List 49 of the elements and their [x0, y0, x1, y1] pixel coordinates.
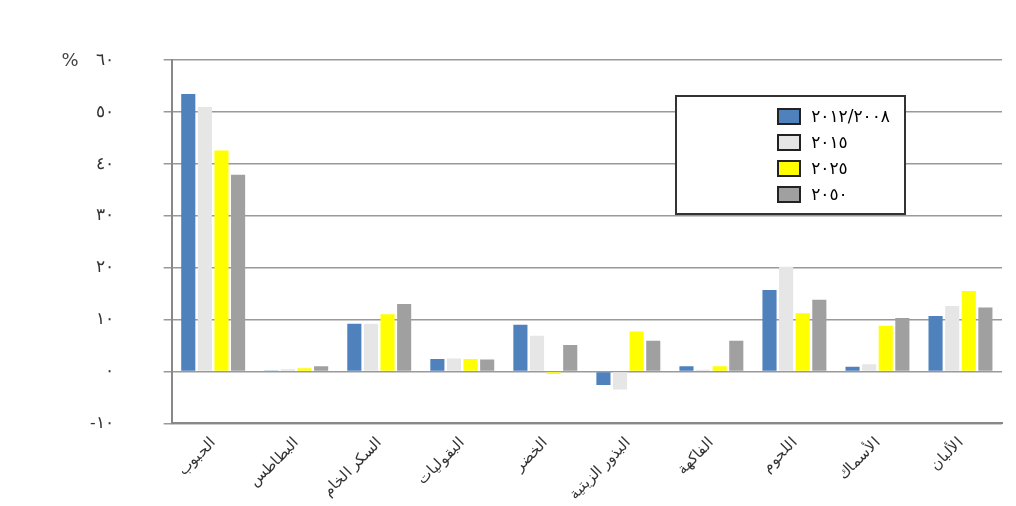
y-axis-title: % [61, 49, 79, 71]
bar [347, 323, 362, 371]
x-tick-label: الخضر [509, 433, 552, 476]
bar [878, 325, 893, 371]
bar [380, 314, 395, 371]
x-tick-label: البطاطس [245, 433, 302, 491]
bar [679, 366, 694, 371]
bar [596, 372, 611, 385]
x-tick-label: الأسماك [833, 433, 883, 483]
x-tick-label: البذور الزيتية [565, 433, 635, 503]
bar [862, 364, 877, 371]
bar [795, 313, 810, 371]
bar [181, 93, 196, 371]
bar [961, 291, 976, 371]
y-tick-label: -١٠ [89, 412, 114, 432]
legend-label: ٢٠٢٥ [811, 158, 848, 178]
x-tick-label: السكر الخام [319, 433, 385, 500]
bar [629, 331, 644, 371]
bar [197, 106, 212, 371]
bar [363, 323, 378, 371]
x-tick-label: الألبان [925, 433, 966, 474]
bar [529, 335, 545, 371]
y-tick-label: ١٠ [95, 309, 114, 329]
bar [928, 315, 943, 371]
bar [463, 358, 478, 371]
legend-label: ٢٠٥٠ [811, 184, 848, 204]
bar [446, 358, 462, 371]
y-tick-label: ٤٠ [95, 153, 114, 173]
legend-label: ٢٠١٢/٢٠٠٨ [811, 106, 890, 126]
y-tick-label: ٣٠ [95, 205, 114, 225]
x-tick-label: البقوليات [413, 433, 469, 489]
bar [945, 306, 960, 371]
bar [513, 324, 528, 371]
bar [762, 289, 777, 371]
legend-label: ٢٠١٥ [811, 132, 848, 152]
x-tick-label: الفاكهة [673, 433, 718, 478]
y-tick-label: ٦٠ [95, 49, 114, 69]
x-tick-label: الحبوب [173, 433, 219, 479]
bar [612, 372, 628, 390]
y-tick-label: ٥٠ [95, 101, 114, 121]
y-tick-label: ٠ [104, 361, 114, 381]
bar [297, 368, 312, 371]
bar [214, 150, 229, 371]
bar [712, 366, 727, 371]
y-tick-label: ٢٠ [95, 257, 114, 277]
bar [430, 358, 445, 371]
bar [779, 266, 794, 371]
x-tick-label: اللحوم [758, 433, 801, 476]
bar [845, 366, 860, 371]
